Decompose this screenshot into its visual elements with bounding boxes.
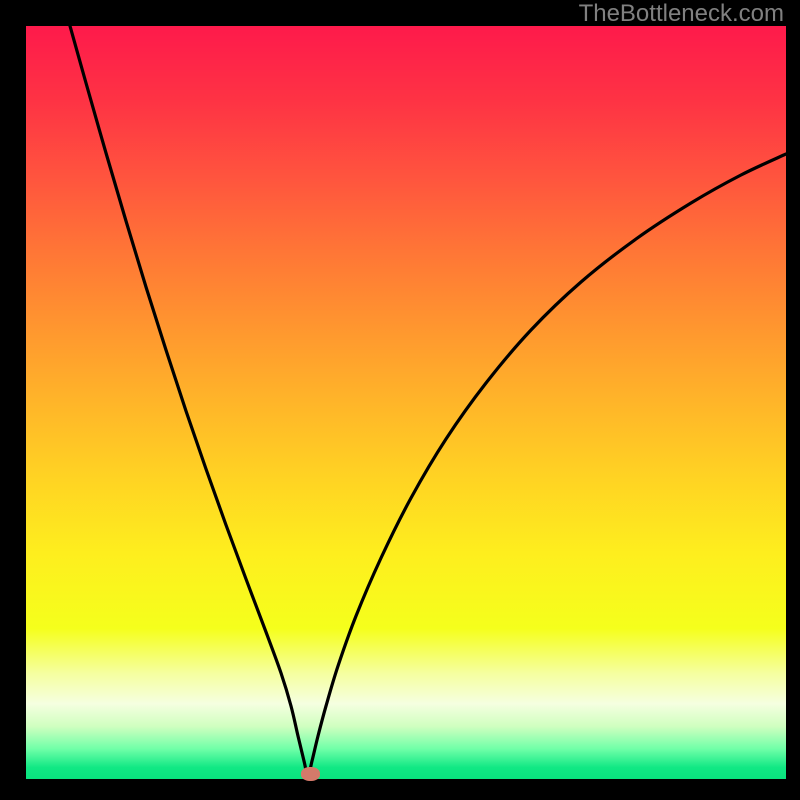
curve-path <box>70 26 786 776</box>
optimum-marker <box>301 767 320 781</box>
watermark-text: TheBottleneck.com <box>579 0 784 28</box>
plot-area <box>26 26 786 779</box>
chart-frame: TheBottleneck.com <box>0 0 800 800</box>
bottleneck-curve <box>26 26 786 779</box>
